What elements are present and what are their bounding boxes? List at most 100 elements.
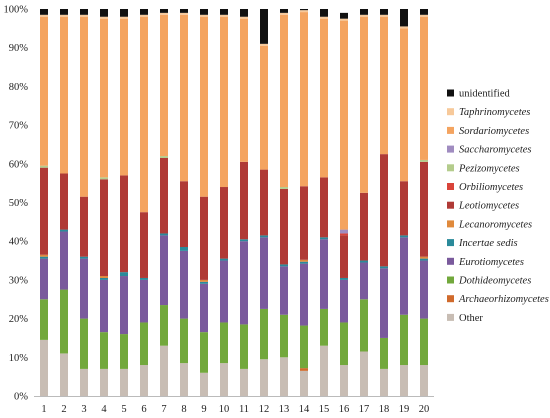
bar-segment <box>260 43 268 46</box>
bar-segment <box>360 299 368 352</box>
bar-segment <box>280 14 288 188</box>
x-tick-label: 3 <box>81 404 86 415</box>
bar-segment <box>180 12 188 15</box>
bar-segment <box>360 192 368 261</box>
legend-item: Archaeorhizomycetes <box>447 294 549 305</box>
bar-segment <box>300 9 308 11</box>
bar-segment <box>120 334 128 369</box>
bar-segment <box>260 235 268 238</box>
bar-segment <box>80 256 88 259</box>
bar-segment <box>420 9 428 15</box>
y-tick-label: 80% <box>9 82 29 93</box>
bar-segment <box>120 175 128 273</box>
legend-item: Saccharomycetes <box>447 145 532 156</box>
bar-segment <box>240 9 248 17</box>
bar-segment <box>260 359 268 396</box>
bar-segment <box>160 12 168 15</box>
bar-segment <box>380 268 388 338</box>
bar-segment <box>320 308 328 346</box>
bar-segment <box>140 212 148 278</box>
bar-segment <box>60 229 68 232</box>
legend-swatch <box>447 201 454 209</box>
bar-segment <box>80 318 88 369</box>
legend-item: Leotiomycetes <box>447 201 519 212</box>
bar-segment <box>260 45 268 170</box>
bar-segment <box>360 351 368 396</box>
x-tick-label: 7 <box>161 404 166 415</box>
bar-segment <box>340 365 348 396</box>
bar-segment <box>100 16 108 19</box>
bar-segment <box>320 239 328 309</box>
bar-segment <box>80 16 88 197</box>
bar-segment <box>300 263 308 326</box>
y-tick-label: 30% <box>9 275 29 286</box>
bar-stack <box>120 9 128 396</box>
bar-segment <box>80 9 88 15</box>
bar-segment <box>140 365 148 396</box>
bar-segment <box>200 196 208 280</box>
x-tick-label: 5 <box>121 404 126 415</box>
bar-segment <box>200 16 208 197</box>
bar-segment <box>100 279 108 333</box>
y-tick-label: 10% <box>9 353 29 364</box>
bar-segment <box>280 9 288 13</box>
bar-stack <box>200 9 208 396</box>
legend-item: Pezizomycetes <box>447 163 520 174</box>
bar-segment <box>60 353 68 396</box>
x-axis: 1 2 3 4 5 6 7 8 9 10 11 12 13 14 15 16 17 18 19 20 <box>34 396 434 415</box>
bar-segment <box>340 235 348 278</box>
legend: unidentified Taphrinomycetes Sordariomycet… <box>447 89 549 324</box>
bar-segment <box>280 188 288 265</box>
bar-stack <box>140 9 148 396</box>
bar-segment <box>300 370 308 396</box>
bar-segment <box>400 181 408 236</box>
x-tick-label: 1 <box>41 404 46 415</box>
bar-segment <box>320 345 328 396</box>
bar-segment <box>240 368 248 396</box>
bar-segment <box>100 179 108 277</box>
legend-item: Dothideomycetes <box>447 276 531 287</box>
bar-stack <box>40 9 48 396</box>
bar-segment <box>60 231 68 290</box>
bar-segment <box>420 258 428 261</box>
bar-segment <box>200 332 208 373</box>
bar-segment <box>40 256 48 259</box>
bar-segment <box>80 196 88 257</box>
bar-segment <box>140 9 148 15</box>
bar-segment <box>340 229 348 234</box>
x-tick-label: 13 <box>279 404 290 415</box>
bar-segment <box>140 277 148 280</box>
x-tick-label: 4 <box>101 404 107 415</box>
bar-segment <box>420 14 428 17</box>
legend-item: Lecanoromycetes <box>447 219 532 230</box>
bar-segment <box>300 10 308 13</box>
legend-label: Incertae sedis <box>458 238 518 249</box>
bar-segment <box>260 9 268 44</box>
bar-stack <box>160 9 168 396</box>
x-tick-label: 11 <box>239 404 249 415</box>
bar-segment <box>220 14 228 17</box>
bar-segment <box>400 365 408 396</box>
bar-segment <box>400 28 408 182</box>
x-tick-label: 17 <box>359 404 370 415</box>
bar-segment <box>40 254 48 257</box>
bar-stack <box>60 9 68 396</box>
x-tick-label: 2 <box>61 404 66 415</box>
legend-item: Other <box>447 313 483 324</box>
bar-segment <box>240 239 248 242</box>
bar-segment <box>420 161 428 257</box>
bar-segment <box>360 260 368 263</box>
bar-segment <box>140 14 148 17</box>
bar-segment <box>400 235 408 238</box>
bar-segment <box>320 16 328 19</box>
bar-segment <box>80 14 88 17</box>
legend-swatch <box>447 89 454 97</box>
bar-segment <box>320 237 328 240</box>
bar-stack <box>400 9 408 396</box>
bar-segment <box>360 9 368 15</box>
bar-segment <box>280 266 288 315</box>
bar-segment <box>340 322 348 366</box>
bar-segment <box>40 299 48 340</box>
bar-stack <box>360 9 368 396</box>
legend-label: unidentified <box>459 89 510 100</box>
